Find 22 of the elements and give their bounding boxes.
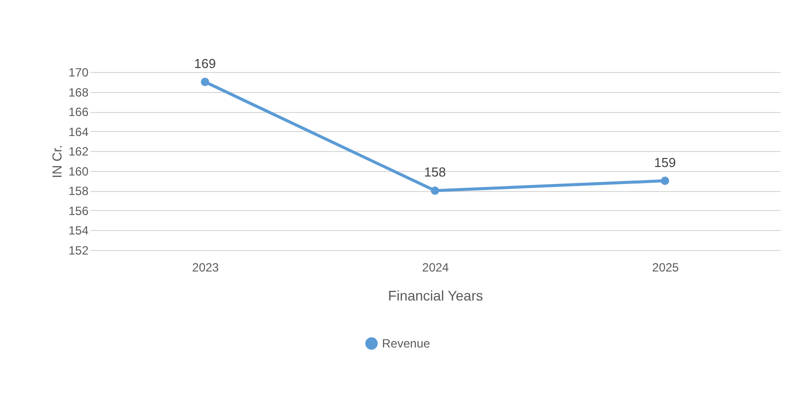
x-tick-label: 2024 — [422, 260, 450, 274]
legend-label: Revenue — [382, 336, 430, 350]
x-tick-label: 2023 — [192, 260, 220, 274]
y-tick-label: 168 — [68, 85, 89, 100]
y-axis-title: IN Cr. — [49, 144, 64, 178]
data-label: 159 — [654, 154, 676, 170]
data-label: 158 — [424, 164, 446, 180]
point — [430, 186, 440, 195]
x-tick-label: 2025 — [652, 260, 680, 274]
y-tick-label: 152 — [68, 244, 89, 258]
y-tick-label: 158 — [68, 184, 89, 198]
data-label: 169 — [194, 56, 216, 71]
y-tick-label: 162 — [68, 144, 89, 159]
x-axis-title: Financial Years — [388, 288, 483, 304]
y-tick-label: 166 — [68, 105, 89, 120]
point — [660, 176, 670, 185]
y-tick-label: 160 — [68, 164, 89, 178]
y-tick-label: 154 — [68, 224, 89, 238]
y-tick-label: 164 — [68, 124, 89, 139]
point — [200, 78, 210, 86]
y-tick-label: 170 — [68, 66, 89, 80]
y-tick-label: 156 — [68, 204, 89, 218]
